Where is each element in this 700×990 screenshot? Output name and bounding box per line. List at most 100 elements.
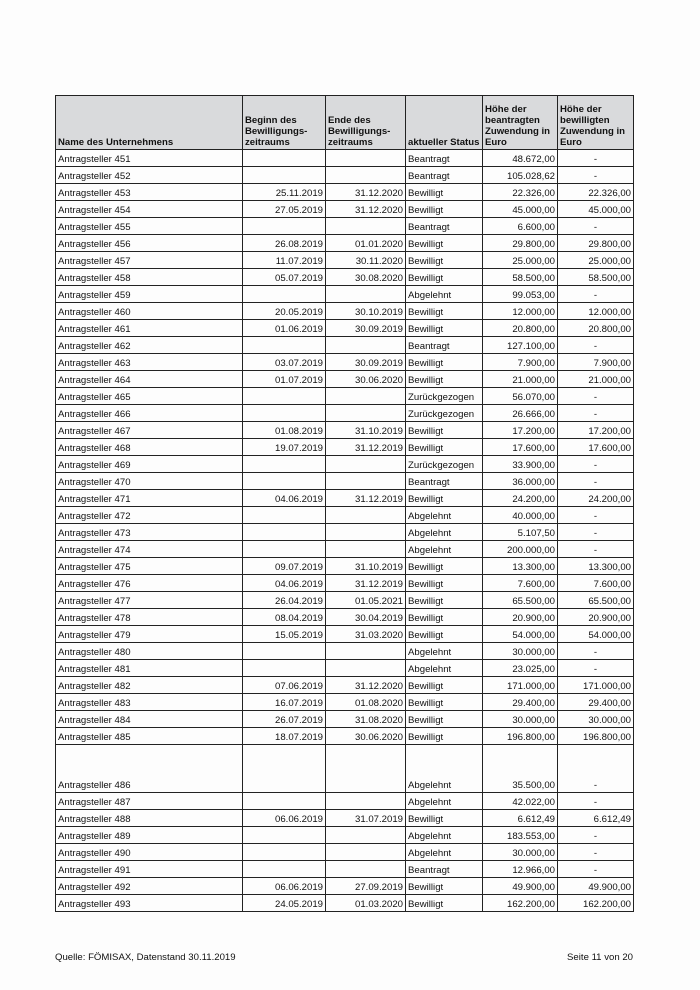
table-cell: Antragsteller 462: [55, 336, 243, 354]
table-cell: Antragsteller 480: [55, 642, 243, 660]
table-cell: Bewilligt: [405, 809, 483, 827]
table-cell: 6.612,49: [557, 809, 634, 827]
table-cell: Abgelehnt: [405, 540, 483, 558]
table-row: Antragsteller 481 Abgelehnt 23.025,00-: [55, 659, 634, 677]
table-cell: 171.000,00: [482, 676, 558, 694]
table-cell: Beantragt: [405, 472, 483, 490]
table-cell: 13.300,00: [482, 557, 558, 575]
table-cell: Antragsteller 491: [55, 860, 243, 878]
table-cell: 12.966,00: [482, 860, 558, 878]
table-row: Antragsteller 454 27.05.2019 31.12.2020 Bew…: [55, 200, 634, 218]
table-cell: -: [557, 744, 634, 793]
table-cell: 13.300,00: [557, 557, 634, 575]
table-cell: [242, 540, 326, 558]
table-cell: [325, 472, 406, 490]
table-cell: Bewilligt: [405, 353, 483, 371]
table-cell: [325, 826, 406, 844]
table-cell: 30.11.2020: [325, 251, 406, 269]
table-cell: [242, 387, 326, 405]
table-cell: Bewilligt: [405, 625, 483, 643]
table-cell: Bewilligt: [405, 676, 483, 694]
table-cell: -: [557, 387, 634, 405]
table-cell: 29.400,00: [482, 693, 558, 711]
table-cell: Antragsteller 451: [55, 149, 243, 167]
table-cell: Antragsteller 456: [55, 234, 243, 252]
table-cell: Bewilligt: [405, 234, 483, 252]
table-cell: 12.000,00: [557, 302, 634, 320]
table-cell: -: [557, 506, 634, 524]
table-cell: 40.000,00: [482, 506, 558, 524]
table-cell: Bewilligt: [405, 370, 483, 388]
table-cell: -: [557, 860, 634, 878]
table-cell: 58.500,00: [557, 268, 634, 286]
table-cell: 04.06.2019: [242, 489, 326, 507]
table-row: Antragsteller 490 Abgelehnt 30.000,00-: [55, 843, 634, 861]
table-cell: 45.000,00: [557, 200, 634, 218]
table-cell: Antragsteller 489: [55, 826, 243, 844]
table-cell: 25.000,00: [482, 251, 558, 269]
table-cell: Antragsteller 471: [55, 489, 243, 507]
table-row: Antragsteller 463 03.07.2019 30.09.2019 Bew…: [55, 353, 634, 371]
table-cell: 17.600,00: [482, 438, 558, 456]
table-cell: 200.000,00: [482, 540, 558, 558]
table-cell: Bewilligt: [405, 894, 483, 912]
table-cell: Abgelehnt: [405, 826, 483, 844]
table-row: Antragsteller 453 25.11.2019 31.12.2020 Bew…: [55, 183, 634, 201]
table-cell: Antragsteller 490: [55, 843, 243, 861]
table-row: Antragsteller 482 07.06.2019 31.12.2020 Bew…: [55, 676, 634, 694]
table-row: Antragsteller 489 Abgelehnt 183.553,00-: [55, 826, 634, 844]
table-cell: -: [557, 166, 634, 184]
table-cell: 162.200,00: [482, 894, 558, 912]
table-cell: 26.666,00: [482, 404, 558, 422]
table-cell: 31.07.2019: [325, 809, 406, 827]
source-note: Quelle: FÖMISAX, Datenstand 30.11.2019: [55, 952, 236, 963]
table-cell: 56.070,00: [482, 387, 558, 405]
table-cell: Bewilligt: [405, 693, 483, 711]
table-cell: Antragsteller 493: [55, 894, 243, 912]
table-row: Antragsteller 460 20.05.2019 30.10.2019 Bew…: [55, 302, 634, 320]
table-row: Antragsteller 456 26.08.2019 01.01.2020 Bew…: [55, 234, 634, 252]
table-row: Antragsteller 484 26.07.2019 31.08.2020 Bew…: [55, 710, 634, 728]
table-cell: 31.12.2019: [325, 574, 406, 592]
table-cell: 30.000,00: [482, 642, 558, 660]
table-row: Antragsteller 451 Beantragt 48.672,00-: [55, 149, 634, 167]
table-row: Antragsteller 480 Abgelehnt 30.000,00-: [55, 642, 634, 660]
table-cell: 30.09.2019: [325, 319, 406, 337]
table-cell: 30.06.2020: [325, 370, 406, 388]
table-cell: Abgelehnt: [405, 642, 483, 660]
table-cell: [325, 659, 406, 677]
table-row: Antragsteller 493 24.05.2019 01.03.2020 Bew…: [55, 894, 634, 912]
table-cell: Antragsteller 488: [55, 809, 243, 827]
table-cell: 27.05.2019: [242, 200, 326, 218]
column-header: Höhe der bewilligten Zuwendung in Euro: [557, 95, 634, 150]
table-cell: 12.000,00: [482, 302, 558, 320]
table-cell: 01.06.2019: [242, 319, 326, 337]
table-cell: 15.05.2019: [242, 625, 326, 643]
table-cell: Antragsteller 453: [55, 183, 243, 201]
table-row: Antragsteller 478 08.04.2019 30.04.2019 Bew…: [55, 608, 634, 626]
table-cell: Zurückgezogen: [405, 404, 483, 422]
table-cell: Antragsteller 485: [55, 727, 243, 745]
table-cell: [325, 642, 406, 660]
column-header: Name des Unternehmens: [55, 95, 243, 150]
table-row: Antragsteller 474 Abgelehnt 200.000,00-: [55, 540, 634, 558]
table-row: Antragsteller 472 Abgelehnt 40.000,00-: [55, 506, 634, 524]
table-cell: 36.000,00: [482, 472, 558, 490]
table-cell: -: [557, 217, 634, 235]
table-cell: 27.09.2019: [325, 877, 406, 895]
table-cell: Beantragt: [405, 860, 483, 878]
table-cell: 127.100,00: [482, 336, 558, 354]
table-cell: 5.107,50: [482, 523, 558, 541]
table-cell: 26.04.2019: [242, 591, 326, 609]
table-cell: 24.05.2019: [242, 894, 326, 912]
table-cell: [325, 792, 406, 810]
table-cell: Bewilligt: [405, 877, 483, 895]
table-cell: Antragsteller 474: [55, 540, 243, 558]
table-cell: 31.12.2020: [325, 183, 406, 201]
table-cell: 20.05.2019: [242, 302, 326, 320]
table-cell: 20.900,00: [482, 608, 558, 626]
table-cell: Antragsteller 464: [55, 370, 243, 388]
table-cell: Bewilligt: [405, 489, 483, 507]
table-cell: 20.900,00: [557, 608, 634, 626]
table-cell: 31.12.2020: [325, 676, 406, 694]
